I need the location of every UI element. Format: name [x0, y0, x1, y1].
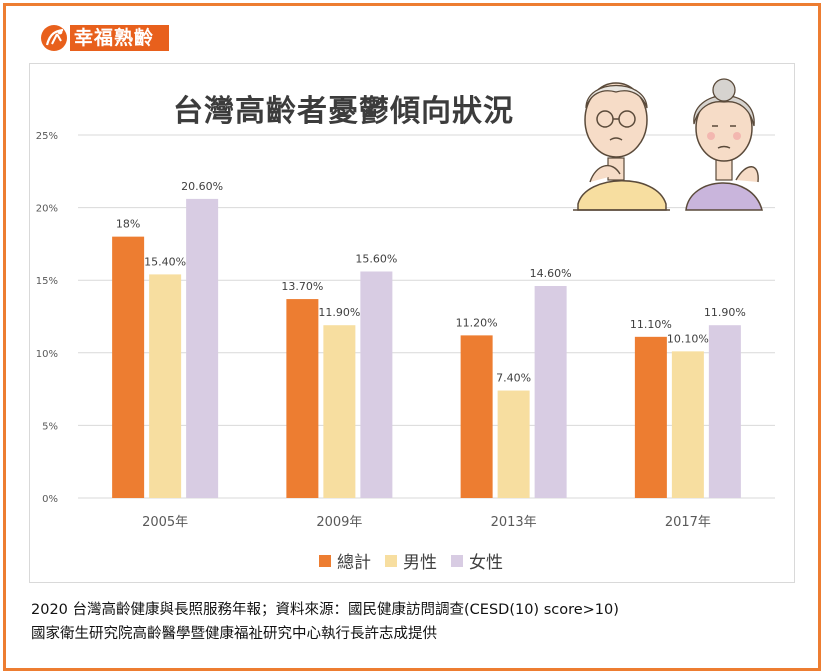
data-label: 18% [116, 218, 140, 231]
data-label: 11.10% [630, 318, 672, 331]
bar [186, 198, 219, 498]
legend-item: 男性 [385, 548, 437, 573]
bar [634, 336, 667, 498]
axis-layer: 0% 5% 10% 15% 20% 25% 2005年 2009年 2013年 2017年 [36, 131, 711, 530]
bar [534, 286, 567, 498]
brand-logo: 幸福熟齡 [38, 23, 169, 53]
data-label: 20.60% [181, 180, 223, 193]
x-tick-label: 2009年 [316, 515, 362, 530]
x-tick-label: 2017年 [665, 515, 711, 530]
y-tick-label: 10% [36, 349, 58, 360]
x-tick-label: 2013年 [491, 515, 537, 530]
logo-text: 幸福熟齡 [70, 25, 169, 51]
bar [286, 299, 319, 498]
data-label: 7.40% [496, 372, 531, 385]
bar [323, 325, 356, 498]
data-label: 13.70% [281, 280, 323, 293]
data-label: 11.90% [318, 306, 360, 319]
data-label: 11.20% [456, 316, 498, 329]
legend-item: 總計 [319, 548, 371, 573]
bar [671, 351, 704, 498]
legend-label: 女性 [469, 553, 503, 573]
y-tick-label: 5% [42, 421, 58, 432]
label-layer: 18% 15.40% 20.60% 13.70% 11.90% 15.60% 11.20% 7… [116, 180, 746, 385]
legend-item: 女性 [451, 548, 503, 573]
elderly-couple-illustration [573, 78, 763, 211]
legend-swatch [385, 554, 397, 567]
bar [112, 236, 145, 498]
bar [708, 325, 741, 498]
legend-swatch [319, 554, 331, 567]
bar-layer [112, 198, 741, 498]
x-tick-label: 2005年 [142, 515, 188, 530]
y-tick-label: 25% [36, 131, 58, 142]
bar [360, 271, 393, 498]
bar [460, 335, 493, 498]
data-label: 14.60% [530, 267, 572, 280]
chart-legend: 總計 男性 女性 [319, 548, 503, 573]
chart-title: 台灣高齡者憂鬱傾向狀況 [173, 94, 514, 129]
source-footer: 2020 台灣高齡健康與長照服務年報；資料來源：國民健康訪問調查(CESD(10… [31, 598, 619, 646]
data-label: 15.60% [355, 252, 397, 265]
legend-swatch [451, 554, 463, 567]
data-label: 10.10% [667, 332, 709, 345]
grandma-illustration [685, 78, 763, 211]
legend-label: 總計 [337, 553, 371, 573]
legend-label: 男性 [403, 553, 437, 573]
data-label: 11.90% [704, 306, 746, 319]
y-tick-label: 0% [42, 494, 58, 505]
bar [149, 274, 182, 498]
chart-svg: 18% 15.40% 20.60% 13.70% 11.90% 15.60% 11.20% 7… [36, 78, 775, 530]
source-line-2: 國家衛生研究院高齡醫學暨健康福祉研究中心執行長許志成提供 [31, 626, 437, 642]
logo-mark-icon [41, 25, 67, 51]
bar [497, 390, 530, 498]
y-tick-label: 15% [36, 276, 58, 287]
chart-area: 18% 15.40% 20.60% 13.70% 11.90% 15.60% 11.20% 7… [29, 63, 795, 583]
source-line-1: 2020 台灣高齡健康與長照服務年報；資料來源：國民健康訪問調查(CESD(10… [31, 602, 619, 618]
y-tick-label: 20% [36, 204, 58, 215]
grandpa-illustration [573, 82, 670, 211]
data-label: 15.40% [144, 255, 186, 268]
